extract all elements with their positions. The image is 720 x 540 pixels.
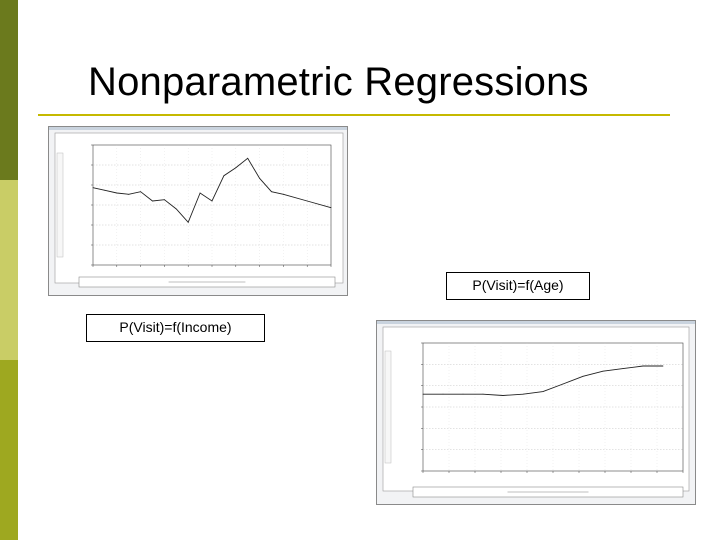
- title-underline: [38, 114, 670, 116]
- data-point: [306, 200, 308, 202]
- data-point: [482, 393, 484, 395]
- y-label-box: [384, 350, 392, 464]
- data-point: [542, 391, 544, 393]
- data-point: [235, 167, 237, 169]
- data-point: [271, 191, 272, 193]
- data-point: [522, 393, 524, 395]
- data-point: [104, 189, 106, 191]
- data-point: [662, 365, 664, 367]
- income-callout: P(Visit)=f(Income): [86, 314, 265, 342]
- data-point: [259, 177, 260, 179]
- data-point: [562, 383, 564, 385]
- age-regression-screenshot: [376, 320, 696, 505]
- data-point: [187, 221, 189, 223]
- age-callout: P(Visit)=f(Age): [446, 272, 590, 300]
- data-point: [92, 187, 94, 189]
- window-top-band: [49, 127, 347, 130]
- data-point: [175, 208, 177, 210]
- data-point: [199, 192, 201, 194]
- data-point: [330, 207, 332, 209]
- side-decoration-bar: [0, 0, 18, 540]
- data-point: [116, 192, 118, 194]
- data-point: [247, 157, 249, 159]
- y-label-box: [56, 152, 64, 258]
- data-point: [422, 393, 424, 395]
- income-regression-screenshot: [48, 126, 348, 296]
- data-point: [164, 199, 165, 201]
- data-point: [283, 193, 284, 195]
- slide-title: Nonparametric Regressions: [88, 60, 589, 104]
- side-bar-segment-mid: [0, 360, 18, 540]
- data-point: [642, 365, 644, 367]
- data-point: [128, 193, 130, 195]
- data-point: [502, 395, 504, 396]
- data-point: [140, 191, 141, 193]
- side-bar-segment-dark: [0, 0, 18, 180]
- data-point: [152, 200, 153, 202]
- age-regression-chart: [382, 326, 690, 498]
- income-regression-chart: [54, 132, 344, 288]
- data-point: [602, 370, 604, 372]
- data-point: [622, 368, 624, 369]
- data-point: [582, 375, 584, 377]
- data-point: [223, 175, 225, 177]
- data-point: [211, 200, 213, 202]
- window-top-band: [377, 321, 695, 324]
- data-point: [442, 393, 444, 395]
- data-point: [462, 393, 464, 395]
- side-bar-segment-light: [0, 180, 18, 360]
